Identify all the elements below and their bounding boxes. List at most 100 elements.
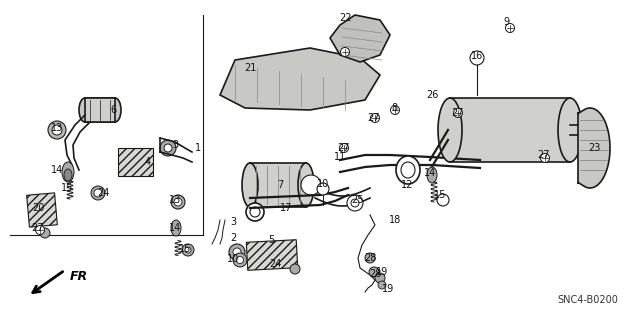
Ellipse shape	[233, 248, 241, 256]
Text: 6: 6	[110, 105, 116, 115]
Ellipse shape	[182, 244, 194, 256]
Polygon shape	[578, 108, 610, 188]
Ellipse shape	[62, 162, 74, 182]
Text: 23: 23	[588, 143, 600, 153]
Circle shape	[371, 114, 380, 122]
Ellipse shape	[351, 199, 359, 207]
Ellipse shape	[160, 140, 176, 156]
Ellipse shape	[470, 51, 484, 65]
Circle shape	[339, 144, 349, 152]
Text: 25: 25	[352, 195, 364, 205]
Ellipse shape	[94, 189, 102, 197]
Ellipse shape	[109, 98, 121, 122]
Text: 14: 14	[424, 168, 436, 178]
Polygon shape	[330, 15, 390, 62]
Ellipse shape	[298, 163, 314, 207]
Text: 4: 4	[145, 157, 151, 167]
Ellipse shape	[290, 264, 300, 274]
Bar	[246, 240, 298, 270]
Text: 16: 16	[471, 51, 483, 61]
Ellipse shape	[174, 198, 182, 206]
Ellipse shape	[301, 175, 321, 195]
Ellipse shape	[64, 169, 72, 181]
Text: 22: 22	[339, 13, 351, 23]
Ellipse shape	[317, 183, 329, 195]
Ellipse shape	[79, 98, 91, 122]
Text: 27: 27	[32, 223, 44, 233]
Ellipse shape	[40, 228, 50, 238]
Text: 15: 15	[179, 244, 191, 254]
Text: 26: 26	[426, 90, 438, 100]
Circle shape	[340, 48, 349, 56]
Text: 20: 20	[32, 203, 44, 213]
Ellipse shape	[396, 156, 420, 184]
Ellipse shape	[52, 125, 62, 135]
Text: 14: 14	[51, 165, 63, 175]
Text: 5: 5	[268, 235, 274, 245]
Text: 18: 18	[389, 215, 401, 225]
Ellipse shape	[171, 220, 181, 236]
Text: 9: 9	[503, 17, 509, 27]
Circle shape	[541, 153, 550, 162]
Ellipse shape	[233, 253, 247, 267]
Bar	[85, 98, 115, 122]
Text: 7: 7	[277, 180, 283, 190]
Ellipse shape	[246, 203, 264, 221]
Ellipse shape	[164, 144, 172, 152]
Text: 13: 13	[51, 123, 63, 133]
Text: 27: 27	[368, 113, 380, 123]
Bar	[27, 193, 58, 227]
Circle shape	[35, 226, 45, 234]
Text: 27: 27	[338, 143, 350, 153]
Text: 1: 1	[195, 143, 201, 153]
Ellipse shape	[369, 267, 379, 277]
Ellipse shape	[558, 98, 582, 162]
Text: 3: 3	[230, 217, 236, 227]
Bar	[118, 148, 152, 176]
Text: 27: 27	[451, 108, 463, 118]
Text: 10: 10	[227, 254, 239, 264]
Text: 21: 21	[244, 63, 256, 73]
Text: 19: 19	[382, 284, 394, 294]
Circle shape	[390, 106, 399, 115]
Text: 2: 2	[230, 233, 236, 243]
Text: 24: 24	[97, 188, 109, 198]
Text: 3: 3	[172, 140, 178, 150]
Text: 27: 27	[538, 150, 550, 160]
Bar	[450, 98, 570, 162]
Ellipse shape	[347, 195, 363, 211]
Polygon shape	[220, 48, 380, 110]
Text: 10: 10	[317, 179, 329, 189]
Ellipse shape	[437, 194, 449, 206]
Ellipse shape	[250, 207, 260, 217]
Text: 14: 14	[169, 223, 181, 233]
Ellipse shape	[91, 186, 105, 200]
Bar	[250, 163, 306, 207]
Text: 19: 19	[376, 267, 388, 277]
Text: 12: 12	[401, 180, 413, 190]
Ellipse shape	[237, 256, 243, 263]
Circle shape	[454, 108, 463, 117]
Ellipse shape	[171, 195, 185, 209]
Text: 8: 8	[391, 103, 397, 113]
Ellipse shape	[185, 247, 191, 253]
Text: 11: 11	[334, 152, 346, 162]
Ellipse shape	[229, 244, 245, 260]
Text: 24: 24	[269, 259, 281, 269]
Text: 28: 28	[364, 253, 376, 263]
Ellipse shape	[375, 273, 385, 283]
Ellipse shape	[401, 162, 415, 178]
Text: 28: 28	[369, 269, 381, 279]
Ellipse shape	[438, 98, 462, 162]
Circle shape	[506, 24, 515, 33]
Text: 13: 13	[169, 195, 181, 205]
Ellipse shape	[378, 281, 386, 289]
Text: 17: 17	[280, 203, 292, 213]
Text: FR: FR	[70, 271, 88, 284]
Text: SNC4-B0200: SNC4-B0200	[557, 295, 618, 305]
Ellipse shape	[48, 121, 66, 139]
Text: 15: 15	[61, 183, 73, 193]
Text: 15: 15	[434, 190, 446, 200]
Ellipse shape	[427, 167, 437, 183]
Ellipse shape	[365, 253, 375, 263]
